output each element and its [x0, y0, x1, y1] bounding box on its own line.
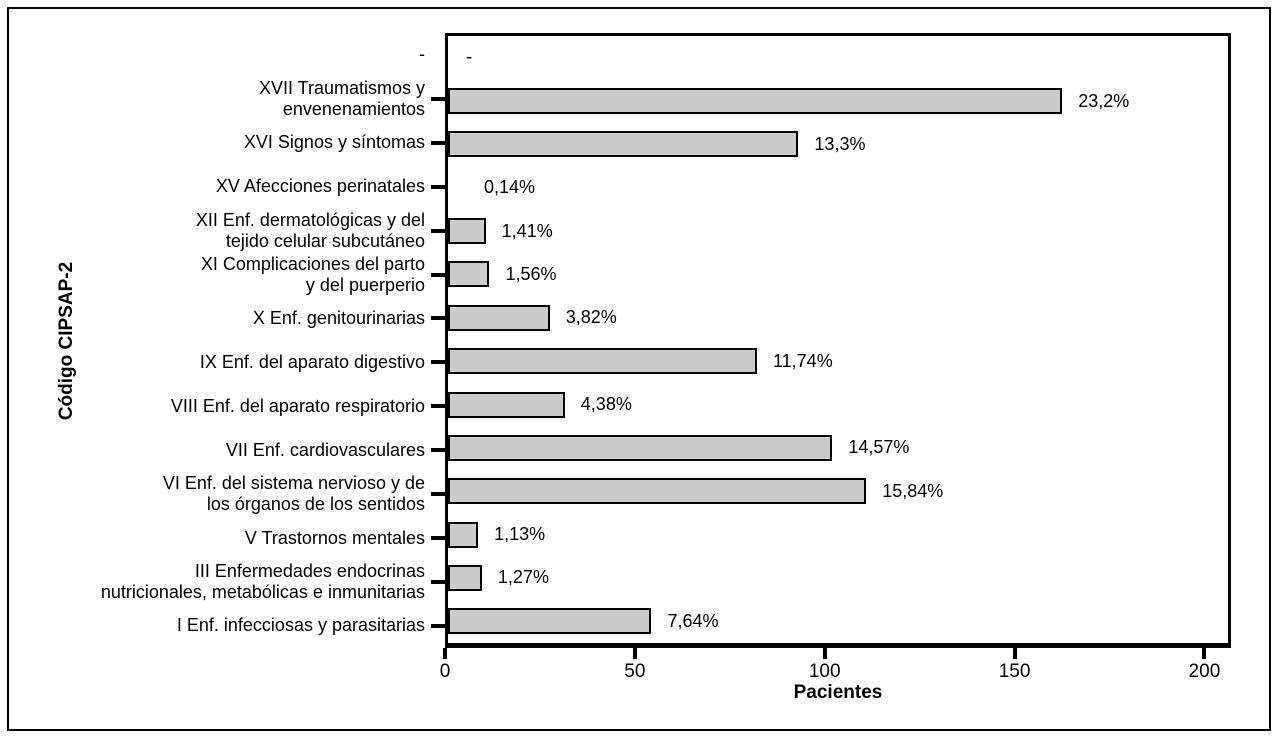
- category-label: VIII Enf. del aparato respiratorio: [170, 395, 425, 416]
- x-tick-label: 50: [624, 661, 646, 682]
- bar-row: 1,41%: [448, 209, 1228, 252]
- category-label-row: -: [0, 33, 445, 77]
- plot-area: - 23,2% 13,3% 0,14% 1,41% 1,56% 3,82% 11,74% 4,3…: [445, 33, 1231, 648]
- category-label: I Enf. infecciosas y parasitarias: [176, 615, 425, 636]
- x-tick-label: 0: [439, 661, 451, 682]
- y-tick-mark: [431, 140, 445, 145]
- category-label: VI Enf. del sistema nervioso y de los órg…: [162, 473, 425, 515]
- value-label: 7,64%: [667, 610, 719, 631]
- category-label: X Enf. genitourinarias: [252, 307, 425, 328]
- category-label-row: IX Enf. del aparato digestivo: [0, 340, 445, 384]
- bar: [448, 88, 1063, 115]
- y-tick-mark: [431, 96, 445, 101]
- category-label: XVI Signos y síntomas: [243, 132, 425, 153]
- x-tick-mark: [632, 648, 637, 659]
- bar-row: 4,38%: [448, 383, 1228, 426]
- category-label-row: XVII Traumatismos y envenenamientos: [0, 77, 445, 121]
- y-tick-mark: [431, 536, 445, 541]
- x-axis-title: Pacientes: [793, 682, 883, 703]
- y-tick-mark: [431, 404, 445, 409]
- bar-row: 7,64%: [448, 600, 1228, 643]
- bar-row: 11,74%: [448, 340, 1228, 383]
- value-label: 4,38%: [580, 394, 632, 415]
- bar-row: 1,27%: [448, 556, 1228, 599]
- category-label: V Trastornos mentales: [244, 527, 425, 548]
- category-label-row: XII Enf. dermatológicas y del tejido celu…: [0, 209, 445, 253]
- value-label: 3,82%: [565, 307, 617, 328]
- value-label: 1,27%: [497, 567, 549, 588]
- bar: [448, 608, 652, 635]
- x-tick-label: 100: [808, 661, 841, 682]
- bar: [448, 131, 799, 158]
- category-labels: - XVII Traumatismos y envenenamientos XVI S…: [0, 33, 445, 648]
- category-label-row: I Enf. infecciosas y parasitarias: [0, 604, 445, 648]
- category-label: VII Enf. cardiovasculares: [225, 439, 425, 460]
- value-label: 14,57%: [848, 437, 910, 458]
- x-tick-mark: [443, 648, 447, 659]
- value-label: 11,74%: [772, 350, 833, 371]
- x-axis: 0 50 100 150 200: [440, 648, 1231, 718]
- value-label: 1,13%: [494, 524, 546, 545]
- value-label: 1,56%: [505, 263, 557, 284]
- bar-row: -: [448, 36, 1228, 79]
- value-label: 1,41%: [501, 220, 553, 241]
- bar-row: 13,3%: [448, 123, 1228, 166]
- bar: [448, 391, 565, 418]
- bar-row: 15,84%: [448, 470, 1228, 513]
- category-label-row: XVI Signos y síntomas: [0, 121, 445, 165]
- bar-row: 1,56%: [448, 253, 1228, 296]
- category-label-row: III Enfermedades endocrinas nutricionales…: [0, 560, 445, 604]
- bar-row: 23,2%: [448, 79, 1228, 122]
- category-label-row: VI Enf. del sistema nervioso y de los órg…: [0, 472, 445, 516]
- x-tick-mark: [1202, 648, 1207, 659]
- y-tick-mark: [431, 360, 445, 365]
- category-label: XI Complicaciones del parto y del puerper…: [200, 253, 425, 295]
- x-tick-label: 150: [998, 661, 1031, 682]
- bar: [448, 521, 479, 548]
- bar-row: 0,14%: [448, 166, 1228, 209]
- bar: [448, 304, 550, 331]
- figure-border: [7, 7, 1271, 731]
- category-label-row: VII Enf. cardiovasculares: [0, 428, 445, 472]
- category-label: -: [419, 44, 425, 65]
- category-label: III Enfermedades endocrinas nutricionales…: [100, 561, 425, 603]
- category-label-row: XV Afecciones perinatales: [0, 165, 445, 209]
- category-label: IX Enf. del aparato digestivo: [199, 351, 425, 372]
- bar-rows: - 23,2% 13,3% 0,14% 1,41% 1,56% 3,82% 11,74% 4,3…: [448, 36, 1228, 643]
- x-tick-label: 200: [1188, 661, 1221, 682]
- bar: [448, 348, 757, 375]
- y-tick-mark: [431, 623, 445, 628]
- value-label: 23,2%: [1078, 90, 1130, 111]
- bar-row: 14,57%: [448, 426, 1228, 469]
- bar: [448, 564, 482, 591]
- bar: [448, 434, 833, 461]
- y-tick-mark: [431, 184, 445, 189]
- category-label-row: V Trastornos mentales: [0, 516, 445, 560]
- value-label: 15,84%: [882, 480, 944, 501]
- y-tick-mark: [431, 448, 445, 453]
- bar-row: 3,82%: [448, 296, 1228, 339]
- bar: [448, 218, 486, 245]
- category-label-row: VIII Enf. del aparato respiratorio: [0, 384, 445, 428]
- category-label: XVII Traumatismos y envenenamientos: [258, 77, 425, 119]
- y-tick-mark: [431, 580, 445, 585]
- missing-value-dash: -: [466, 46, 473, 68]
- x-tick-mark: [1012, 648, 1017, 659]
- y-tick-mark: [431, 492, 445, 497]
- x-tick-mark: [822, 648, 827, 659]
- bar: [448, 478, 867, 505]
- y-tick-mark: [431, 316, 445, 321]
- category-label-row: XI Complicaciones del parto y del puerper…: [0, 253, 445, 297]
- category-label-row: X Enf. genitourinarias: [0, 297, 445, 341]
- y-tick-mark: [431, 228, 445, 233]
- bar: [448, 261, 490, 288]
- bar-row: 1,13%: [448, 513, 1228, 556]
- value-label: 0,14%: [484, 177, 536, 198]
- value-label: 13,3%: [814, 133, 866, 154]
- y-tick-mark: [431, 272, 445, 277]
- category-label: XII Enf. dermatológicas y del tejido celu…: [195, 209, 425, 251]
- category-label: XV Afecciones perinatales: [215, 176, 425, 197]
